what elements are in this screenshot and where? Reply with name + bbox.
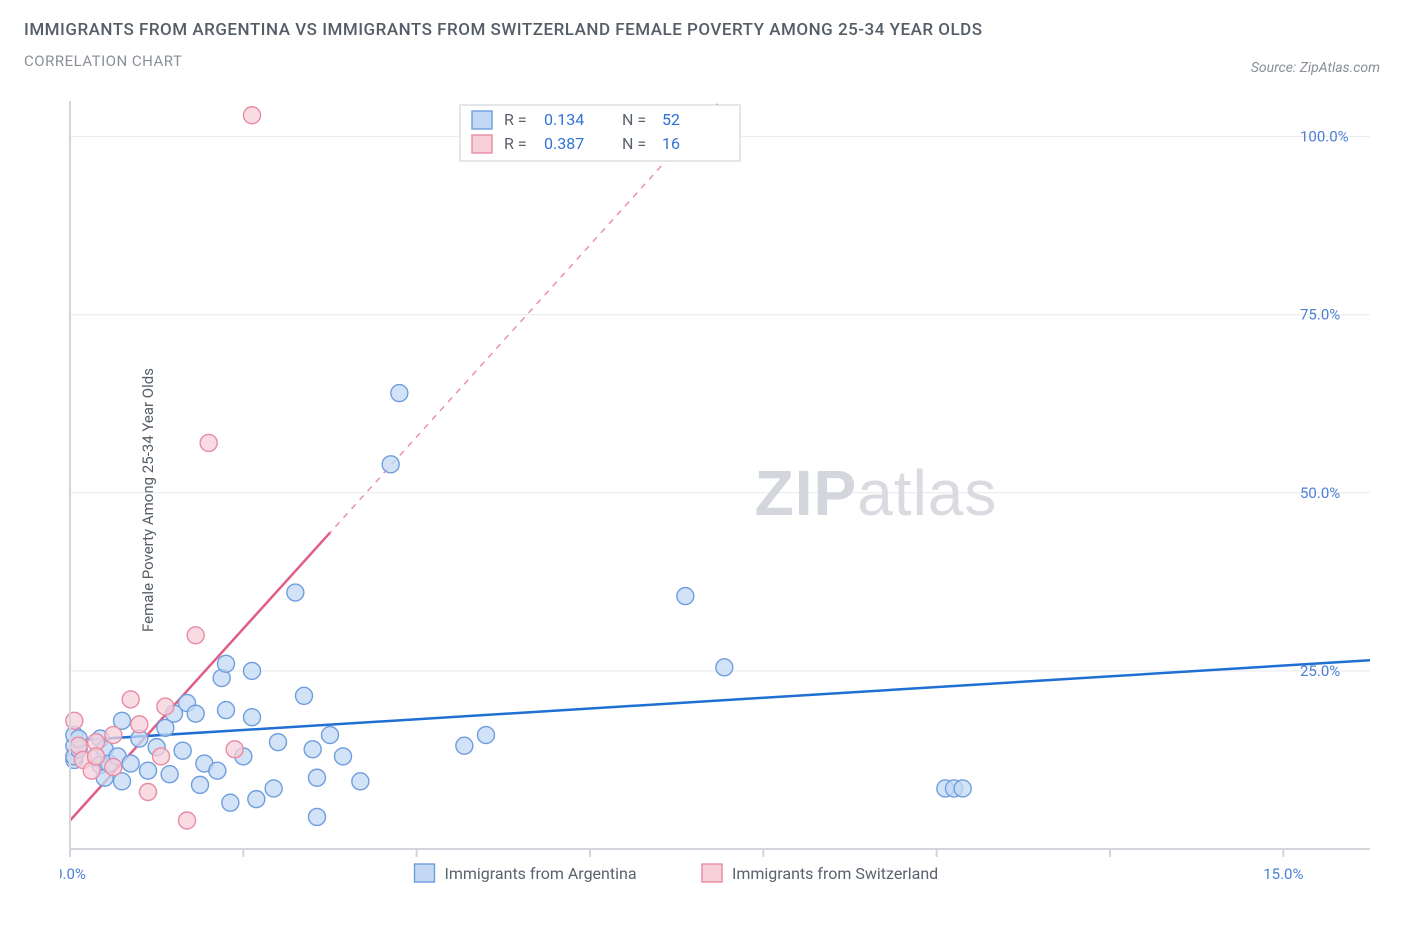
data-point-switzerland [105, 727, 122, 744]
bottom-swatch-argentina [415, 864, 435, 882]
stats-r-value-switzerland: 0.387 [544, 134, 584, 153]
data-point-argentina [244, 662, 261, 679]
data-point-argentina [122, 755, 139, 772]
legend-swatch-switzerland [472, 135, 492, 153]
data-point-argentina [270, 734, 287, 751]
data-point-argentina [391, 385, 408, 402]
data-point-switzerland [88, 748, 105, 765]
data-point-argentina [309, 808, 326, 825]
data-point-argentina [716, 659, 733, 676]
legend-swatch-argentina [472, 111, 492, 129]
bottom-legend-label-argentina: Immigrants from Argentina [445, 864, 637, 883]
data-point-argentina [456, 737, 473, 754]
data-point-switzerland [140, 784, 157, 801]
data-point-switzerland [105, 759, 122, 776]
data-point-argentina [265, 780, 282, 797]
stats-n-value-switzerland: 16 [662, 134, 680, 153]
data-point-argentina [322, 727, 339, 744]
stats-r-label: R = [504, 134, 527, 153]
watermark: ZIPatlas [755, 457, 998, 529]
y-tick-label: 25.0% [1300, 662, 1340, 680]
stats-n-label: N = [622, 110, 646, 129]
data-point-argentina [478, 727, 495, 744]
y-tick-label: 100.0% [1300, 128, 1349, 146]
x-tick-label: 15.0% [1263, 865, 1303, 883]
chart-container: Female Poverty Among 25-34 Year Olds ZIP… [20, 95, 1390, 905]
data-point-argentina [174, 742, 191, 759]
data-point-argentina [954, 780, 971, 797]
data-point-argentina [222, 794, 239, 811]
data-point-switzerland [187, 627, 204, 644]
x-tick-label: 0.0% [60, 865, 86, 883]
data-point-argentina [677, 588, 694, 605]
data-point-switzerland [153, 748, 170, 765]
y-tick-label: 50.0% [1300, 484, 1340, 502]
data-point-argentina [187, 705, 204, 722]
data-point-argentina [335, 748, 352, 765]
data-point-argentina [161, 766, 178, 783]
stats-r-label: R = [504, 110, 527, 129]
data-point-switzerland [200, 434, 217, 451]
data-point-switzerland [226, 741, 243, 758]
data-point-argentina [309, 769, 326, 786]
data-point-argentina [209, 762, 226, 779]
scatter-plot: ZIPatlas 0.0% 15.0% 25.0% 50.0% 75.0% 100.0% R … [60, 95, 1380, 895]
stats-legend-box [460, 105, 740, 161]
data-point-argentina [296, 687, 313, 704]
data-point-argentina [244, 709, 261, 726]
data-point-argentina [382, 456, 399, 473]
source-attribution: Source: ZipAtlas.com [1251, 60, 1380, 76]
data-point-switzerland [244, 107, 261, 124]
stats-r-value-argentina: 0.134 [544, 110, 584, 129]
data-point-switzerland [122, 691, 139, 708]
data-point-switzerland [179, 812, 196, 829]
data-point-switzerland [157, 698, 174, 715]
data-point-argentina [287, 584, 304, 601]
data-point-argentina [218, 702, 235, 719]
y-tick-label: 75.0% [1300, 306, 1340, 324]
data-point-switzerland [66, 712, 83, 729]
bottom-swatch-switzerland [702, 864, 722, 882]
data-point-argentina [352, 773, 369, 790]
data-point-argentina [248, 791, 265, 808]
data-point-argentina [304, 741, 321, 758]
chart-subtitle: CORRELATION CHART [24, 52, 1382, 70]
data-point-switzerland [131, 716, 148, 733]
stats-n-value-argentina: 52 [662, 110, 680, 129]
data-point-argentina [218, 655, 235, 672]
stats-n-label: N = [622, 134, 646, 153]
data-point-argentina [192, 776, 209, 793]
data-point-argentina [140, 762, 157, 779]
bottom-legend-label-switzerland: Immigrants from Switzerland [732, 864, 938, 883]
chart-title: IMMIGRANTS FROM ARGENTINA VS IMMIGRANTS … [24, 20, 1382, 40]
